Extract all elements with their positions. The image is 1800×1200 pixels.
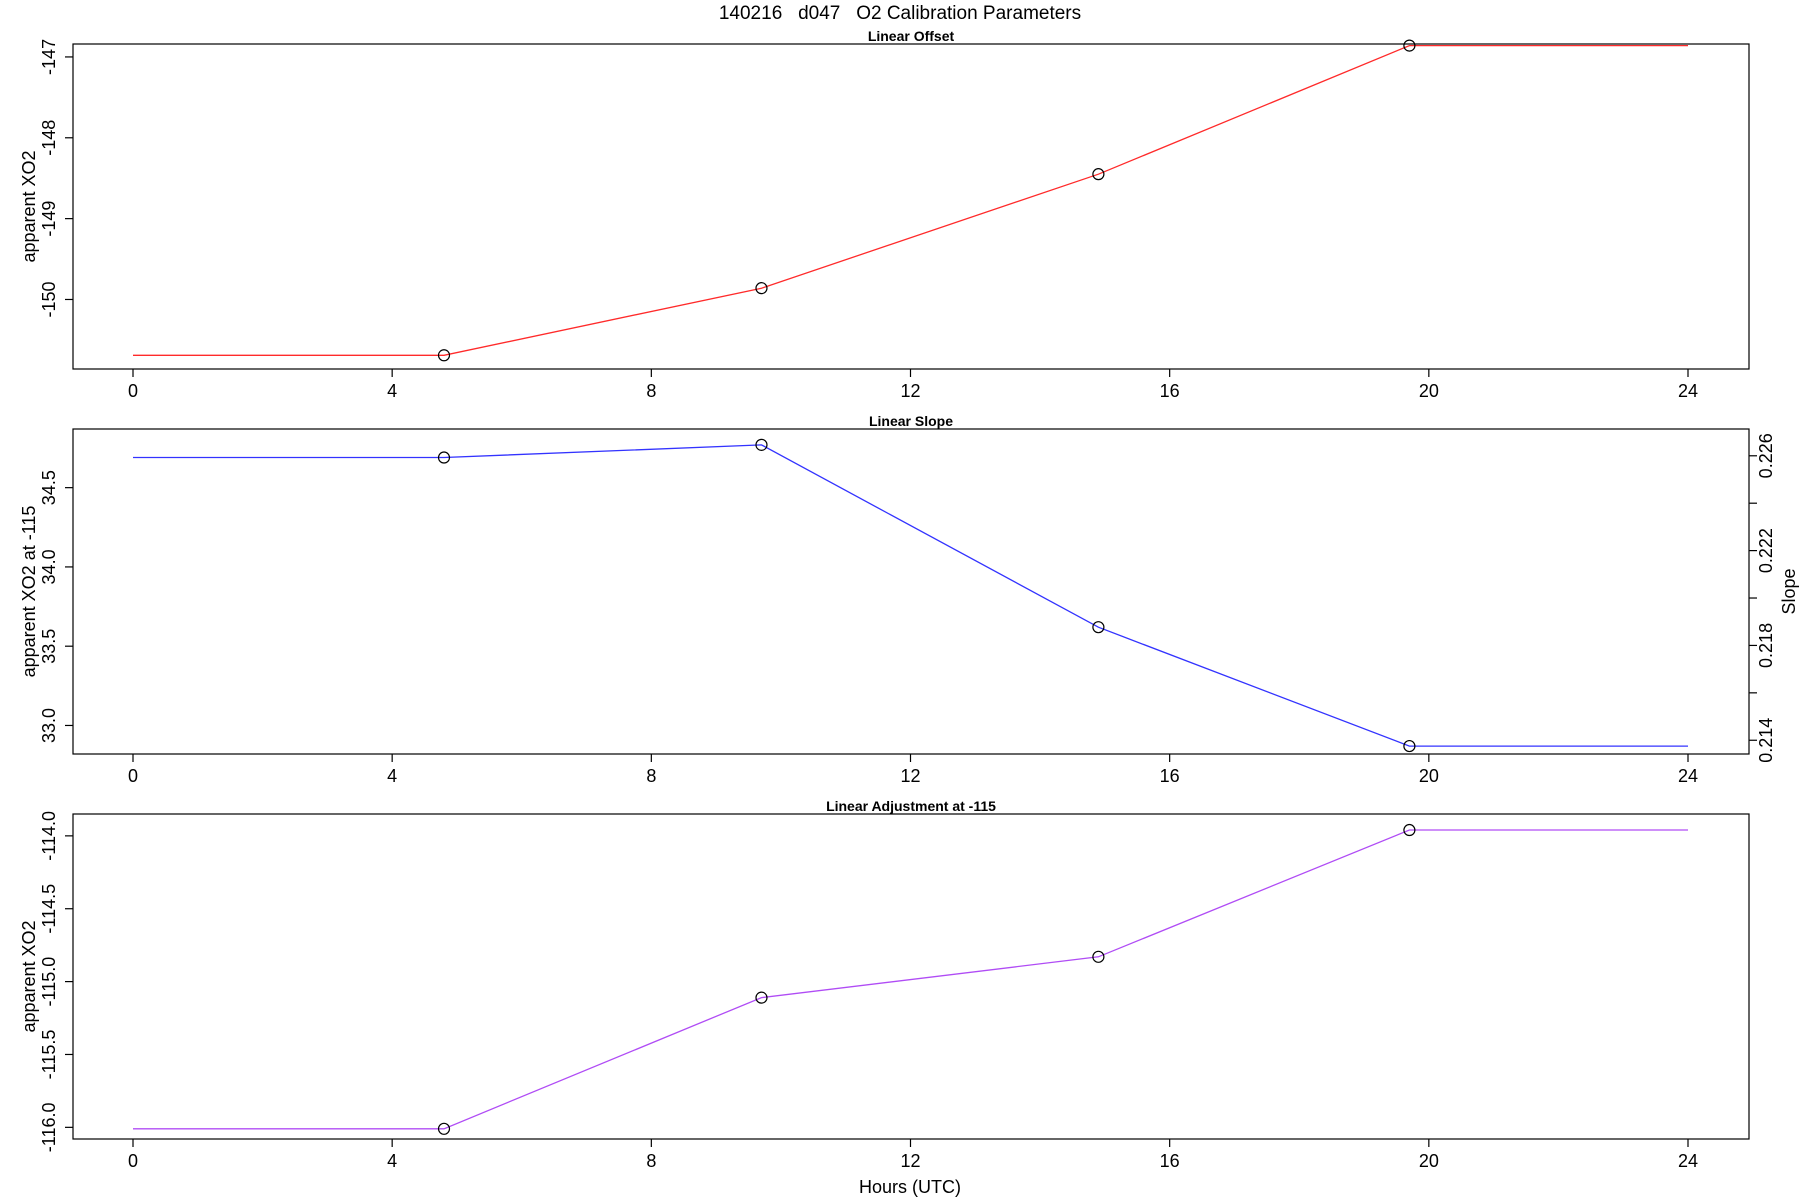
y-tick-label: -115.0 xyxy=(39,957,59,1007)
data-point-marker xyxy=(1092,950,1105,963)
x-tick-label: 0 xyxy=(128,766,138,786)
data-point-marker xyxy=(755,282,768,295)
y-tick-label: 34.5 xyxy=(39,470,59,505)
chart-panel-3: Linear Adjustment at -115 0 4 8 12 16 20 24 -116… xyxy=(19,798,1750,1171)
y-axis-title: apparent XO2 xyxy=(19,150,39,262)
series-line xyxy=(133,444,1688,747)
x-tick-label: 4 xyxy=(387,381,397,401)
data-point-marker xyxy=(1403,739,1416,753)
y-tick-label: 33.0 xyxy=(39,708,59,743)
y-tick-label: -114.5 xyxy=(39,884,59,934)
y-tick-label: -150 xyxy=(39,281,59,317)
x-tick-label: 24 xyxy=(1678,1151,1698,1171)
x-tick-label: 20 xyxy=(1419,1151,1439,1171)
panels: Linear Offset 0 4 8 12 16 20 24 -150 -149 -148 -147… xyxy=(19,28,1799,1171)
x-tick-label: 0 xyxy=(128,381,138,401)
y-tick-label: -116.0 xyxy=(39,1102,59,1152)
y-tick-label: -149 xyxy=(39,201,59,237)
chart-panel-1: Linear Offset 0 4 8 12 16 20 24 -150 -149 -148 -147… xyxy=(19,28,1750,401)
y-tick-label: 33.5 xyxy=(39,629,59,664)
data-point-marker xyxy=(437,349,451,362)
panel-title: Linear Offset xyxy=(868,28,955,44)
y2-tick-label: 0.218 xyxy=(1756,623,1776,668)
x-tick-label: 16 xyxy=(1160,766,1180,786)
data-point-marker xyxy=(1403,823,1416,837)
x-tick-label: 12 xyxy=(900,1151,920,1171)
plot-frame xyxy=(72,43,1750,370)
y-tick-label: -115.5 xyxy=(39,1030,59,1080)
data-point-marker xyxy=(755,438,768,451)
y2-tick-label: 0.222 xyxy=(1756,528,1776,573)
x-tick-label: 20 xyxy=(1419,381,1439,401)
y-tick-label: -148 xyxy=(39,120,59,156)
data-point-marker xyxy=(1092,621,1105,634)
x-tick-label: 12 xyxy=(900,381,920,401)
data-point-marker xyxy=(437,1122,451,1135)
y2-tick-label: 0.214 xyxy=(1756,718,1776,763)
panel-title: Linear Adjustment at -115 xyxy=(826,798,996,814)
data-point-marker xyxy=(755,991,768,1004)
series-line xyxy=(133,44,1688,356)
y-tick-label: -114.0 xyxy=(39,811,59,861)
x-tick-label: 4 xyxy=(387,1151,397,1171)
x-tick-label: 16 xyxy=(1160,381,1180,401)
y2-axis-title: Slope xyxy=(1779,568,1799,614)
figure-title: 140216 d047 O2 Calibration Parameters xyxy=(719,3,1081,24)
plot-frame xyxy=(72,813,1750,1140)
y2-tick-label: 0.226 xyxy=(1756,433,1776,478)
y-axis-title: apparent XO2 xyxy=(19,920,39,1032)
x-axis-title: Hours (UTC) xyxy=(859,1177,961,1197)
x-tick-label: 8 xyxy=(646,381,656,401)
plot-frame xyxy=(72,428,1750,755)
x-tick-label: 8 xyxy=(646,766,656,786)
x-tick-label: 24 xyxy=(1678,381,1698,401)
y-tick-label: 34.0 xyxy=(39,549,59,584)
x-tick-label: 12 xyxy=(900,766,920,786)
data-point-marker xyxy=(437,451,451,464)
x-tick-label: 20 xyxy=(1419,766,1439,786)
x-tick-label: 16 xyxy=(1160,1151,1180,1171)
y-tick-label: -147 xyxy=(39,39,59,75)
panel-title: Linear Slope xyxy=(869,413,953,429)
x-tick-label: 0 xyxy=(128,1151,138,1171)
data-point-marker xyxy=(1403,39,1416,52)
x-tick-label: 8 xyxy=(646,1151,656,1171)
data-point-marker xyxy=(1092,168,1105,181)
x-tick-label: 4 xyxy=(387,766,397,786)
chart-panel-2: Linear Slope 0 4 8 12 16 20 24 33.0 33.5 34.0 34.5a… xyxy=(19,413,1799,786)
x-tick-label: 24 xyxy=(1678,766,1698,786)
series-line xyxy=(133,829,1688,1130)
y-axis-title: apparent XO2 at -115 xyxy=(19,506,39,678)
